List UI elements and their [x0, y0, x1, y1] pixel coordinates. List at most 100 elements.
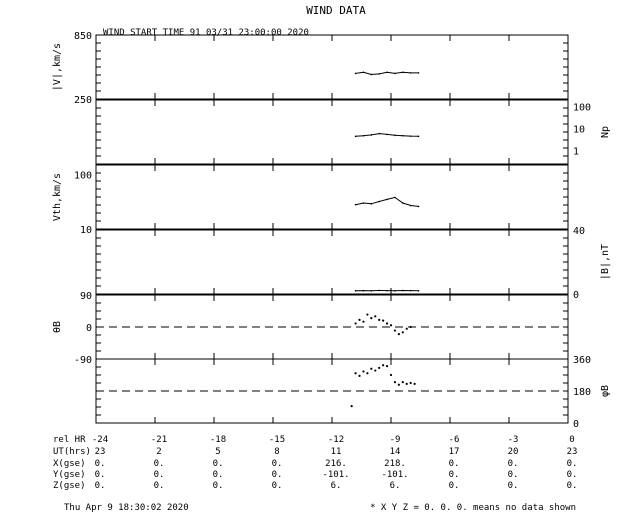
- y-axis-label: Np: [600, 126, 611, 138]
- data-point: [354, 290, 357, 292]
- data-point: [362, 71, 365, 74]
- table-cell: 0.: [95, 459, 106, 469]
- table-cell: -21: [151, 435, 167, 445]
- data-point: [393, 329, 397, 332]
- panel-2: 100 10 Vth,km/s: [52, 164, 569, 236]
- table-row-label: rel HR: [53, 435, 86, 445]
- table-cell: 17: [449, 447, 460, 457]
- data-point: [386, 289, 388, 292]
- table-cell: 0.: [449, 459, 460, 469]
- y-axis-label: |B|,nT: [600, 244, 611, 280]
- y-tick-label: 850: [74, 31, 92, 42]
- panel-frame: [95, 99, 569, 165]
- y-tick-label: 180: [573, 387, 591, 398]
- data-point: [370, 290, 373, 292]
- data-point: [417, 72, 420, 74]
- data-point: [362, 370, 365, 373]
- data-point: [413, 382, 416, 385]
- y-axis-label: |V|,km/s: [52, 43, 63, 91]
- data-point: [401, 331, 404, 334]
- table-cell: -15: [269, 435, 285, 445]
- table-cell: 0.: [567, 459, 578, 469]
- panels-group: 850 250 |V|,km/s 100 10 1 Np 100 10 Vth,km/s 40 0 |B…: [52, 31, 611, 430]
- table-cell: 0.: [508, 459, 519, 469]
- data-point: [378, 366, 381, 369]
- table-cell: 0.: [213, 470, 224, 480]
- data-point: [393, 381, 397, 384]
- y-tick-label: 10: [80, 225, 92, 236]
- y-tick-label: 40: [573, 226, 585, 237]
- data-point: [386, 71, 388, 74]
- data-point: [370, 317, 373, 320]
- data-point: [362, 202, 365, 204]
- data-point: [397, 383, 400, 386]
- table-cell: 0.: [213, 481, 224, 491]
- table-cell: -18: [210, 435, 226, 445]
- data-point: [409, 72, 412, 74]
- table-cell: 216.: [325, 459, 347, 469]
- data-point: [354, 72, 357, 75]
- data-point: [378, 73, 381, 75]
- data-point: [370, 73, 373, 76]
- data-point: [417, 205, 420, 208]
- data-point: [402, 134, 404, 137]
- table-cell: 0.: [449, 470, 460, 480]
- data-point: [394, 134, 396, 137]
- table-cell: -24: [92, 435, 108, 445]
- panel-0: 850 250 |V|,km/s: [52, 31, 569, 106]
- data-point: [378, 289, 381, 292]
- plot-title: WIND DATA: [306, 4, 366, 17]
- y-tick-label: 100: [573, 103, 591, 114]
- table-row-label: Z(gse): [53, 481, 86, 491]
- data-point: [354, 203, 357, 206]
- y-tick-label: 250: [74, 95, 92, 106]
- data-point: [354, 372, 357, 375]
- data-point: [402, 289, 404, 292]
- table-cell: 0.: [272, 470, 283, 480]
- data-point: [397, 333, 400, 336]
- table-cell: 0.: [154, 470, 165, 480]
- table-cell: 0.: [154, 459, 165, 469]
- data-point: [382, 364, 385, 367]
- data-point: [362, 320, 365, 323]
- bottom-table: rel HR -24 -21 -18 -15 -12 -9 -6 -3 0 UT(hrs) 23 2 5 8…: [53, 435, 577, 491]
- table-cell: 0.: [508, 470, 519, 480]
- data-point: [354, 135, 357, 138]
- panel-3: 40 0 |B|,nT: [95, 226, 611, 301]
- panel-4: 90 0 -90 θB: [52, 291, 569, 366]
- table-cell: 14: [390, 447, 401, 457]
- data-point: [389, 373, 393, 377]
- table-cell: 0.: [508, 481, 519, 491]
- data-point: [350, 405, 353, 408]
- table-cell: 0.: [213, 459, 224, 469]
- data-point: [405, 382, 408, 385]
- data-point: [402, 71, 404, 74]
- data-point: [362, 289, 365, 292]
- table-cell: 0.: [567, 481, 578, 491]
- table-cell: 0.: [95, 481, 106, 491]
- table-row-label: UT(hrs): [53, 447, 91, 457]
- y-tick-label: 1: [573, 147, 579, 158]
- data-point: [358, 318, 361, 321]
- y-tick-label: 100: [74, 171, 92, 182]
- data-point: [401, 381, 404, 384]
- table-cell: 0.: [449, 481, 460, 491]
- panel-frame: [95, 34, 569, 100]
- data-point: [378, 200, 381, 203]
- table-cell: 0.: [95, 470, 106, 480]
- y-tick-label: 0: [573, 419, 579, 430]
- data-point: [409, 289, 412, 292]
- data-point: [394, 72, 396, 75]
- table-cell: 0.: [272, 481, 283, 491]
- data-point: [402, 202, 404, 204]
- data-point: [354, 322, 357, 325]
- y-tick-label: 0: [573, 290, 579, 301]
- table-cell: -12: [328, 435, 344, 445]
- data-point: [382, 319, 385, 322]
- table-cell: 6.: [331, 481, 342, 491]
- footer-timestamp: Thu Apr 9 18:30:02 2020: [64, 503, 189, 512]
- y-tick-label: 360: [573, 355, 591, 366]
- start-time-label: WIND START TIME 91 03/31 23:00:00 2020: [103, 28, 309, 38]
- table-cell: 11: [331, 447, 342, 457]
- y-axis-label: θB: [52, 321, 63, 333]
